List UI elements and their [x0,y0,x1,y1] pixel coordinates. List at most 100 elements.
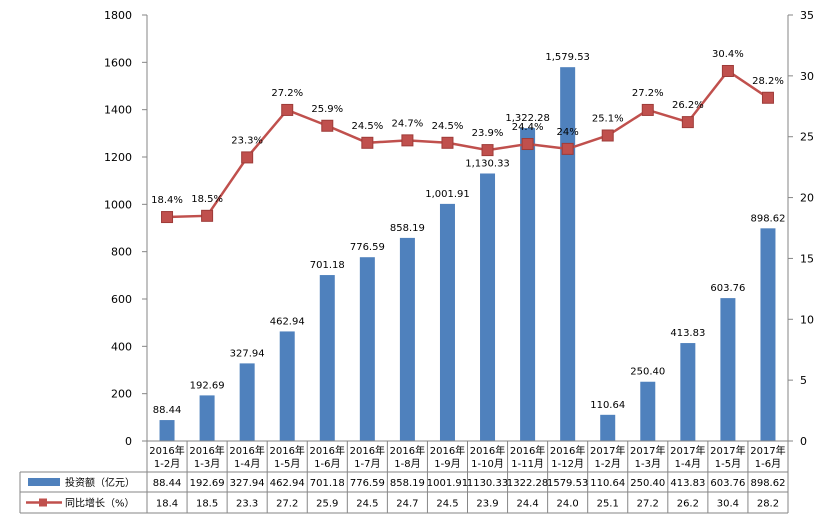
line-data-label: 25.1% [592,113,624,124]
bar [199,395,215,441]
x-axis-category-label: 1-8月 [394,458,420,470]
bar-data-label: 776.59 [350,242,385,253]
line-data-label: 24.5% [432,121,464,132]
x-axis-category-label: 2016年 [550,444,585,457]
table-cell-growth: 24.5 [356,499,378,510]
table-cell-investment: 327.94 [230,478,265,489]
line-point-marker [561,142,574,155]
left-axis-tick-label: 800 [111,246,132,259]
right-axis-tick-label: 15 [800,252,814,265]
table-cell-investment: 88.44 [153,478,182,489]
line-point-marker [481,144,494,157]
bar-data-label: 898.62 [750,213,785,224]
x-axis-category-label: 2016年 [470,444,505,457]
table-cell-investment: 462.94 [270,478,305,489]
table-cell-growth: 23.3 [236,499,258,510]
line-data-label: 26.2% [672,100,704,111]
line-point-marker [161,211,174,224]
x-axis-category-label: 1-3月 [635,458,661,470]
left-axis-tick-label: 1800 [104,9,132,22]
x-axis-category-label: 1-2月 [595,458,621,470]
bar [439,203,455,441]
table-cell-investment: 413.83 [670,478,705,489]
line-point-marker [201,209,214,222]
x-axis-category-label: 1-4月 [675,458,701,470]
line-data-label: 24.4% [512,122,544,133]
bar [319,275,335,441]
table-cell-growth: 24.4 [516,499,538,510]
bar [399,237,415,441]
table-cell-investment: 250.40 [630,478,665,489]
bar [359,257,375,441]
x-axis-category-label: 2016年 [390,444,425,457]
table-cell-investment: 1579.53 [547,478,588,489]
bar-data-label: 110.64 [590,400,625,411]
bar-data-label: 327.94 [230,348,265,359]
x-axis-category-label: 1-11月 [511,458,544,470]
x-axis-category-label: 2017年 [590,444,625,457]
x-axis-category-label: 2017年 [750,444,785,457]
line-point-marker [361,136,374,149]
bar-data-label: 858.19 [390,223,425,234]
table-cell-investment: 603.76 [710,478,745,489]
right-axis-tick-label: 20 [800,192,814,205]
line-point-marker [401,134,414,147]
x-axis-category-label: 2016年 [269,444,304,457]
x-axis-category-label: 2016年 [189,444,224,457]
right-axis-tick-label: 10 [800,313,814,326]
bar-data-label: 1,579.53 [545,52,590,63]
x-axis-category-label: 1-7月 [354,458,380,470]
x-axis-category-label: 1-6月 [314,458,340,470]
line-point-marker [321,119,334,132]
line-data-label: 18.4% [151,195,183,206]
left-axis-tick-label: 400 [111,340,132,353]
bar [239,363,255,441]
table-cell-growth: 24.0 [557,499,579,510]
x-axis-category-label: 2016年 [350,444,385,457]
bar [159,420,175,441]
table-cell-growth: 25.1 [597,499,619,510]
x-axis-category-label: 1-10月 [471,458,504,470]
line-data-label: 23.3% [231,135,263,146]
bar [600,414,616,441]
bar-data-label: 462.94 [270,316,305,327]
left-axis-tick-label: 600 [111,293,132,306]
table-cell-growth: 30.4 [717,499,739,510]
line-point-marker [241,151,254,164]
table-cell-growth: 27.2 [637,499,659,510]
table-cell-growth: 18.4 [156,499,178,510]
table-cell-growth: 27.2 [276,499,298,510]
x-axis-category-label: 2017年 [670,444,705,457]
left-axis-tick-label: 200 [111,388,132,401]
line-data-label: 27.2% [632,88,664,99]
bar [720,298,736,441]
x-axis-category-label: 1-6月 [755,458,781,470]
x-axis-category-label: 2017年 [710,444,745,457]
line-data-label: 24.5% [351,121,383,132]
left-axis-tick-label: 1400 [104,104,132,117]
growth-line [166,69,769,219]
table-cell-investment: 858.19 [390,478,425,489]
legend-bar-label: 投资额（亿元） [65,476,135,489]
right-axis-tick-label: 0 [800,435,807,448]
line-point-marker [721,64,734,77]
left-axis-tick-label: 1000 [104,198,132,211]
line-data-label: 28.2% [752,76,784,87]
table-cell-growth: 23.9 [476,499,498,510]
x-axis-category-label: 1-5月 [274,458,300,470]
right-axis-tick-label: 25 [800,131,814,144]
bar-data-label: 603.76 [710,283,745,294]
table-cell-growth: 25.9 [316,499,338,510]
bar [640,381,656,441]
bar-data-label: 192.69 [190,380,225,391]
table-cell-investment: 1130.33 [467,478,508,489]
right-axis-tick-label: 35 [800,9,814,22]
x-axis-category-label: 1-3月 [194,458,220,470]
line-data-label: 30.4% [712,49,744,60]
bar-data-label: 1,001.91 [425,189,470,200]
legend-line-label: 同比增长（%） [65,497,135,510]
table-cell-investment: 898.62 [750,478,785,489]
legend-line-marker [39,498,47,507]
table-cell-investment: 192.69 [190,478,225,489]
table-cell-investment: 701.18 [310,478,345,489]
